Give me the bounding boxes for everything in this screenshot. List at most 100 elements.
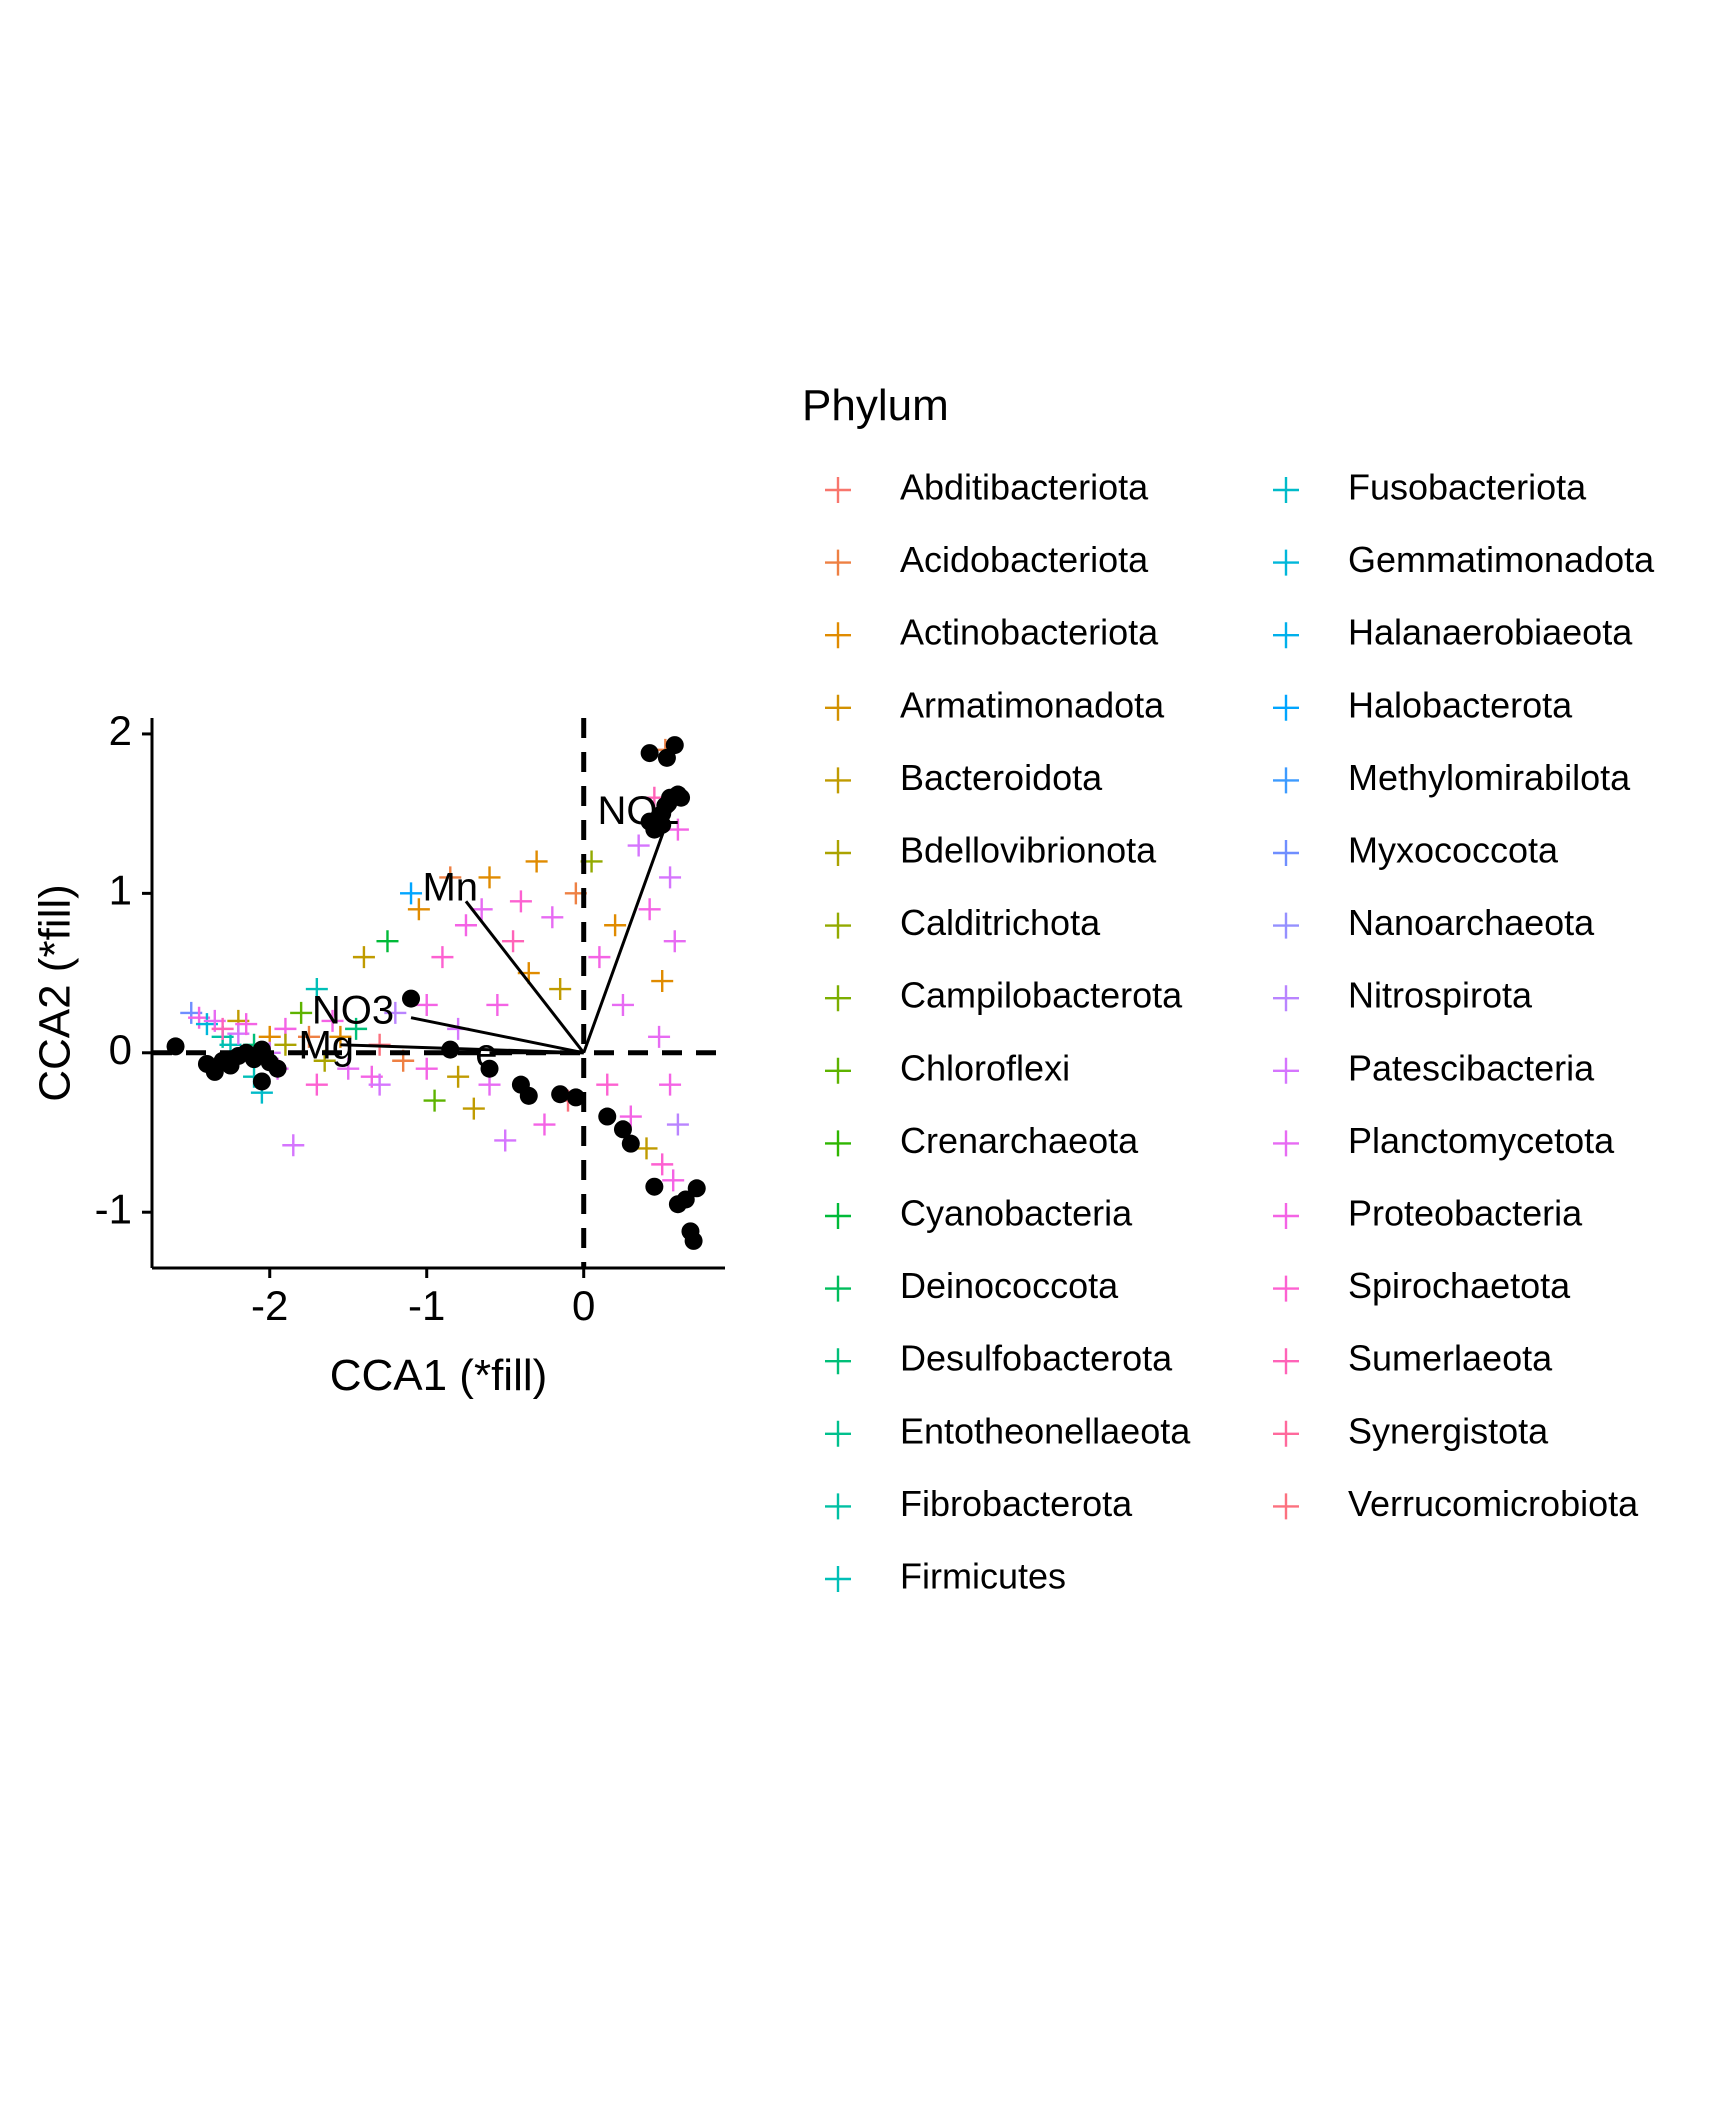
legend: Phylum Abditibacteriota Acidobacteriota Ac… [802,381,1655,1597]
legend-marker [1273,1275,1299,1302]
taxon-point [502,930,525,953]
legend-entry: Halobacterota [1348,684,1573,725]
taxon-point [407,898,430,921]
taxon-point [533,1113,556,1136]
legend-entry: Crenarchaeota [900,1120,1139,1161]
env-arrow-label: NO2 [598,789,680,833]
env-arrow-label: e [475,1032,497,1076]
legend-marker [825,840,851,866]
taxon-point [345,1017,368,1040]
legend-marker [1273,1057,1299,1084]
legend-marker [825,1420,851,1447]
taxon-point [509,890,532,913]
legend-marker [1273,1420,1299,1447]
taxon-point [666,1113,689,1136]
taxon-point [423,1089,446,1112]
legend-marker [1273,1348,1299,1375]
legend-marker [1273,1203,1299,1229]
site-point [519,1086,538,1105]
legend-entry: Gemmatimonadota [1348,539,1655,580]
axes: -2 -1 0 2 1 0 -1 CCA1 (*fill) CCA2 (*fill) [31,707,725,1400]
taxon-point [305,1073,328,1096]
x-tick-label: -2 [251,1282,288,1329]
legend-entry: Patescibacteria [1348,1047,1595,1088]
taxon-point [666,818,689,841]
legend-entry: Sumerlaeota [1348,1338,1553,1379]
site-point [252,1072,271,1091]
x-tick-label: 0 [572,1282,595,1329]
env-arrow-mn [464,900,585,1054]
taxon-point [635,1137,658,1160]
taxon-point [282,1134,305,1157]
site-point [676,1190,695,1209]
y-axis-title: CCA2 (*fill) [31,884,80,1102]
site-point [480,1059,499,1078]
legend-marker [1273,549,1299,576]
legend-entry: Chloroflexi [900,1047,1070,1088]
taxon-point [439,866,462,889]
env-arrow-label: Mn [422,866,478,910]
legend-entry: Deinococcota [900,1265,1119,1306]
taxon-point [415,993,438,1016]
legend-entry: Bacteroidota [900,757,1103,798]
taxon-point [400,882,423,905]
legend-marker [1273,985,1299,1012]
taxon-point [659,1073,682,1096]
taxon-point [384,1001,407,1024]
legend-entry: Entotheonellaeota [900,1410,1191,1451]
legend-entry: Methylomirabilota [1348,757,1631,798]
legend-entry: Fibrobacterota [900,1483,1133,1524]
legend-marker [1273,694,1299,721]
x-ticks: -2 -1 0 [251,1268,595,1329]
legend-marker [825,1203,851,1229]
taxon-point [648,1025,671,1048]
taxon-point [619,1105,642,1128]
legend-entry: Cyanobacteria [900,1193,1133,1234]
taxon-point [454,914,477,937]
legend-marker [825,912,851,939]
taxon-point [290,1001,313,1024]
legend-entry: Verrucomicrobiota [1348,1483,1639,1524]
legend-marker [825,767,851,794]
site-point [566,1088,585,1107]
legend-entry: Abditibacteriota [900,467,1149,508]
legend-entry: Calditrichota [900,902,1101,943]
taxon-point [447,1065,470,1088]
site-point [653,815,672,834]
y-ticks: 2 1 0 -1 [95,707,152,1232]
taxon-point [525,850,548,873]
legend-marker [825,1275,851,1302]
taxon-point [659,866,682,889]
legend-title: Phylum [802,381,949,430]
env-arrow-no3 [410,1016,585,1055]
taxon-point [549,978,572,1001]
site-point [621,1134,640,1153]
site-point [684,1231,703,1250]
taxon-point [274,1033,297,1056]
taxon-point [415,1057,438,1080]
site-point [598,1107,617,1126]
legend-entry: Armatimonadota [900,684,1165,725]
legend-marker [825,1057,851,1084]
legend-marker [825,1566,851,1592]
taxon-point [305,978,328,1001]
legend-entry: Nitrospirota [1348,975,1533,1016]
taxon-point [329,1025,352,1048]
legend-marker [1273,767,1299,794]
x-axis-title: CCA1 (*fill) [330,1351,548,1400]
legend-entry: Nanoarchaeota [1348,902,1595,943]
taxon-point [297,1025,320,1048]
site-point [551,1085,570,1104]
taxon-point [352,946,375,969]
y-tick-label: 2 [109,707,132,754]
site-point [640,744,659,763]
legend-marker [1273,1130,1299,1157]
legend-marker [825,1493,851,1520]
legend-marker [1273,477,1299,503]
y-tick-label: 0 [109,1026,132,1073]
legend-entry: Halanaerobiaeota [1348,612,1633,653]
taxon-point [663,930,686,953]
legend-entry: Actinobacteriota [900,612,1159,653]
